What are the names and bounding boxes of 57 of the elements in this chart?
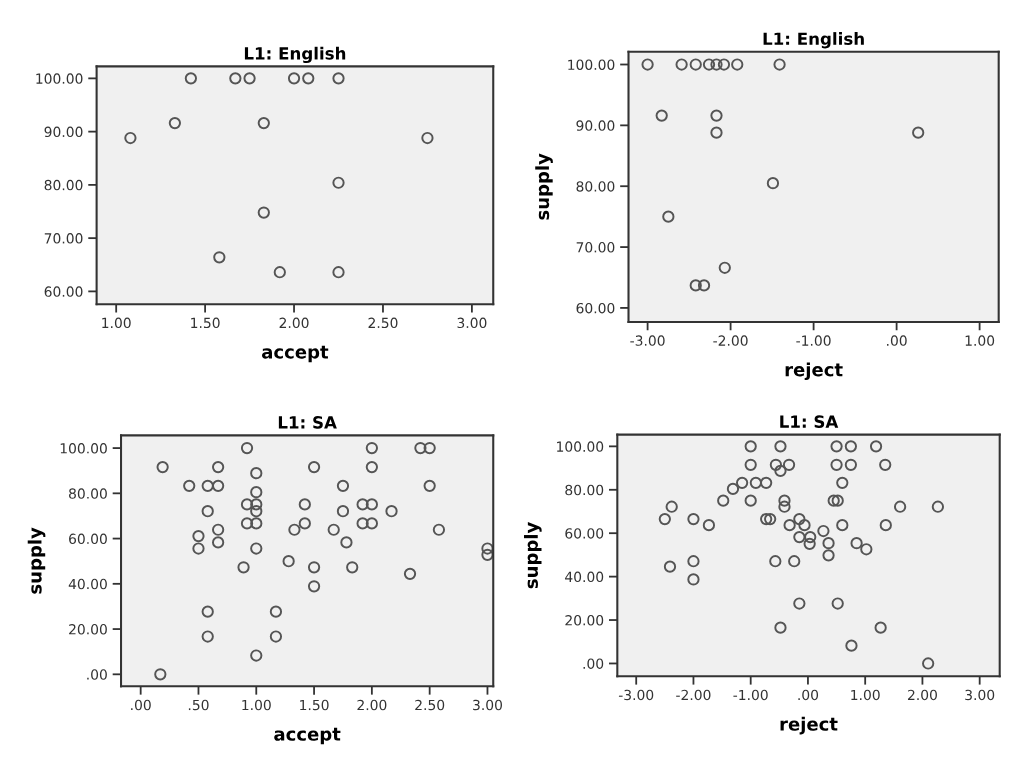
y-tick-label: 60.00 xyxy=(576,302,615,314)
y-tick-label: 60.00 xyxy=(44,286,83,297)
x-tick-label: -3.00 xyxy=(618,689,654,701)
x-tick-label: 3.00 xyxy=(965,689,995,701)
x-tick-label: -1.00 xyxy=(796,335,831,346)
x-tick-label: 2.50 xyxy=(415,699,445,711)
y-tick-label: 80.00 xyxy=(576,181,615,192)
y-tick-label: 100.00 xyxy=(568,59,615,70)
y-tick-label: .00 xyxy=(87,669,107,680)
x-tick-label: -1.00 xyxy=(733,689,768,701)
y-axis-title: supply xyxy=(27,527,46,594)
x-tick-label: 1.00 xyxy=(965,335,995,346)
x-tick-label: .00 xyxy=(798,689,819,701)
x-axis-title: accept xyxy=(262,345,329,363)
y-axis-title: supply xyxy=(535,153,553,220)
y-tick-label: 40.00 xyxy=(565,571,604,583)
y-tick-label: 20.00 xyxy=(565,615,604,626)
x-axis-title: reject xyxy=(785,362,843,381)
chart-title: L1: English xyxy=(763,32,864,49)
y-tick-label: 60.00 xyxy=(69,533,107,545)
x-tick-label: .00 xyxy=(887,335,907,346)
x-tick-label: 2.50 xyxy=(368,317,398,329)
x-tick-label: 2.00 xyxy=(907,689,937,701)
y-tick-label: 90.00 xyxy=(576,120,615,131)
x-tick-label: -2.00 xyxy=(676,689,711,701)
chart-title: L1: English xyxy=(244,46,346,64)
y-tick-label: 90.00 xyxy=(44,126,83,138)
y-tick-label: 100.00 xyxy=(60,443,107,454)
y-tick-label: 60.00 xyxy=(565,528,604,539)
x-tick-label: 3.00 xyxy=(473,699,503,711)
chart-title: L1: SA xyxy=(780,415,839,428)
x-axis-title: reject xyxy=(780,716,838,735)
x-tick-label: -2.00 xyxy=(713,335,748,346)
x-tick-label: 1.00 xyxy=(102,317,131,329)
x-tick-label: .00 xyxy=(131,699,151,711)
x-tick-label: 1.00 xyxy=(851,689,880,701)
x-tick-label: 1.00 xyxy=(242,699,271,711)
y-tick-label: 80.00 xyxy=(565,484,604,496)
y-tick-label: 70.00 xyxy=(44,233,83,244)
x-tick-label: 1.50 xyxy=(191,317,220,329)
y-tick-label: 100.00 xyxy=(557,441,604,452)
x-tick-label: .50 xyxy=(188,699,209,711)
chart-title: L1: SA xyxy=(278,416,337,429)
y-tick-label: 40.00 xyxy=(68,578,107,590)
x-tick-label: 2.00 xyxy=(357,699,387,711)
y-tick-label: 70.00 xyxy=(576,242,615,253)
x-tick-label: -3.00 xyxy=(630,335,665,346)
y-tick-label: 80.00 xyxy=(44,179,83,191)
y-axis-title: supply xyxy=(524,522,542,589)
x-tick-label: 2.00 xyxy=(279,317,309,329)
x-tick-label: 1.50 xyxy=(300,699,329,711)
x-axis-title: accept xyxy=(274,727,341,745)
y-tick-label: 100.00 xyxy=(36,73,83,84)
x-tick-label: 3.00 xyxy=(457,317,487,329)
y-tick-label: 80.00 xyxy=(69,488,107,499)
y-tick-label: .00 xyxy=(583,658,604,669)
y-tick-label: 20.00 xyxy=(69,624,107,635)
